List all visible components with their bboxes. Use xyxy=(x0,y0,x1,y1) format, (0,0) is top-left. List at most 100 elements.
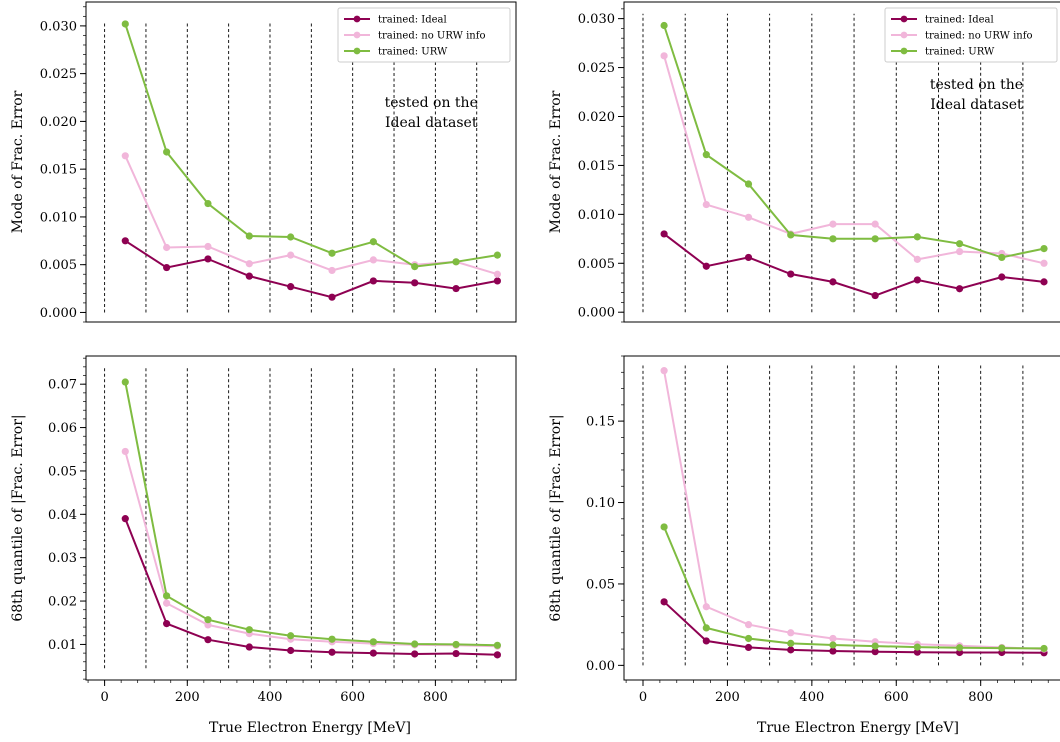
y-tick-label: 0.025 xyxy=(578,61,615,76)
data-point xyxy=(328,249,336,257)
data-point xyxy=(955,285,964,293)
data-point xyxy=(829,278,837,286)
chart-panel-tl: 0.000 0.005 0.010 0.015 0.020 0.025 0.030 Mode … xyxy=(10,1,517,323)
data-point xyxy=(702,200,710,209)
y-axis-label: Mode of Frac. Error xyxy=(548,90,564,233)
data-point xyxy=(829,647,837,655)
data-point xyxy=(744,253,753,262)
data-point xyxy=(452,284,460,293)
data-point xyxy=(660,21,668,30)
data-point xyxy=(871,291,879,300)
legend-swatch-marker xyxy=(900,47,908,55)
x-tick-label: 600 xyxy=(340,690,365,705)
data-point xyxy=(287,632,295,640)
data-point xyxy=(121,378,129,386)
data-point xyxy=(121,447,129,456)
chart-panel-br: 0.00 0.05 0.10 0.15 0 200 400 600 800 68th quanti… xyxy=(548,355,1060,705)
legend-swatch-marker xyxy=(353,31,361,39)
legend-box xyxy=(884,7,1058,63)
y-tick-label: 0.005 xyxy=(40,258,77,273)
data-point xyxy=(493,651,501,659)
data-point xyxy=(1040,278,1048,286)
data-point xyxy=(913,233,921,241)
data-point xyxy=(411,640,419,648)
legend: trained: Ideal trained: no URW info traine… xyxy=(337,7,511,63)
y-tick-label: 0.05 xyxy=(586,577,615,592)
data-point xyxy=(493,277,501,285)
x-tick-label: 200 xyxy=(715,690,740,705)
y-tick-label: 0.000 xyxy=(40,306,77,321)
legend-swatch-marker xyxy=(900,15,908,23)
legend-label: trained: URW xyxy=(925,47,995,58)
data-point xyxy=(369,277,377,285)
data-point xyxy=(787,270,795,278)
x-axis-label-left: True Electron Energy [MeV] xyxy=(209,720,411,736)
chart-panel-tr: 0.000 0.005 0.010 0.015 0.020 0.025 0.030 Mode … xyxy=(548,1,1060,323)
data-point xyxy=(411,650,419,658)
y-tick-label: 0.10 xyxy=(586,496,615,511)
x-tick-label: 400 xyxy=(258,690,283,705)
data-point xyxy=(328,293,336,301)
data-point xyxy=(829,634,837,643)
x-tick-label: 800 xyxy=(423,690,448,705)
data-point xyxy=(369,638,377,646)
annotation-line: Ideal dataset xyxy=(385,115,478,131)
chart-panel-bl: 0.01 0.02 0.03 0.04 0.05 0.06 0.07 0 200 400 600 80… xyxy=(10,355,517,705)
data-point xyxy=(204,242,212,251)
y-tick-label: 0.04 xyxy=(48,508,77,523)
legend-box xyxy=(337,7,511,63)
data-point xyxy=(245,626,253,634)
x-tick-label: 0 xyxy=(639,690,647,705)
data-point xyxy=(121,515,129,523)
data-point xyxy=(287,646,295,655)
data-point xyxy=(245,260,253,268)
axes-frame xyxy=(623,355,1060,681)
data-point xyxy=(744,621,753,629)
data-point xyxy=(913,643,921,651)
x-axis-label-right: True Electron Energy [MeV] xyxy=(757,720,959,736)
data-point xyxy=(913,648,921,656)
y-tick-label: 0.06 xyxy=(48,421,77,436)
data-point xyxy=(245,232,253,240)
data-point xyxy=(369,649,377,657)
data-point xyxy=(744,180,753,188)
legend-label: trained: URW xyxy=(378,47,448,58)
y-tick-label: 0.020 xyxy=(40,115,77,130)
x-tick-label: 400 xyxy=(799,690,824,705)
series-line-0 xyxy=(663,601,1045,654)
data-point xyxy=(245,272,253,280)
data-point xyxy=(955,240,964,248)
y-axis-label: Mode of Frac. Error xyxy=(10,90,26,233)
annotation-line: Ideal dataset xyxy=(930,97,1023,113)
data-point xyxy=(369,256,377,264)
data-point xyxy=(702,624,710,632)
data-point xyxy=(829,235,837,243)
data-point xyxy=(493,641,501,649)
y-tick-label: 0.02 xyxy=(48,595,77,610)
data-point xyxy=(744,643,753,652)
data-point xyxy=(493,270,501,278)
x-tick-label: 600 xyxy=(884,690,909,705)
data-point xyxy=(913,276,921,284)
y-tick-label: 0.00 xyxy=(586,659,615,674)
data-point xyxy=(955,247,964,256)
legend-swatch-marker xyxy=(900,31,908,39)
legend-swatch-marker xyxy=(353,15,361,23)
data-point xyxy=(702,603,710,611)
series-line-2 xyxy=(663,526,1045,650)
data-point xyxy=(702,151,710,159)
data-point xyxy=(411,279,419,287)
legend-label: trained: no URW info xyxy=(925,31,1032,42)
y-tick-label: 0.030 xyxy=(578,12,615,27)
data-point xyxy=(452,640,460,649)
data-point xyxy=(121,20,129,28)
y-tick-label: 0.020 xyxy=(578,110,615,125)
y-tick-label: 0.05 xyxy=(48,464,77,479)
data-point xyxy=(163,620,171,628)
legend: trained: Ideal trained: no URW info traine… xyxy=(884,7,1058,63)
legend-label: trained: Ideal xyxy=(378,15,447,26)
y-tick-label: 0.030 xyxy=(40,19,77,34)
y-axis-label: 68th quantile of |Frac. Error| xyxy=(10,414,26,621)
data-point xyxy=(121,237,129,245)
